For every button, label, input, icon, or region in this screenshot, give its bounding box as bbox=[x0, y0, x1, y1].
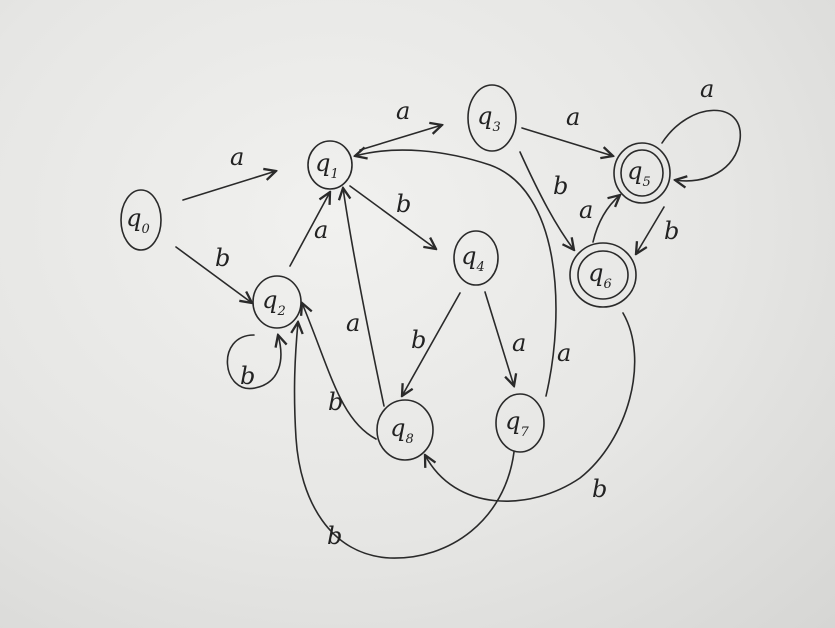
edge-label-q2-q1: a bbox=[314, 216, 328, 244]
edge-label-q1-q3: a bbox=[396, 97, 410, 125]
state-q1: q1 bbox=[307, 140, 353, 190]
edge-q6-q5 bbox=[592, 195, 620, 243]
edge-label-q4-q7: a bbox=[512, 329, 526, 357]
edge-q5-q5-loop bbox=[661, 109, 741, 181]
svg-text:q2: q2 bbox=[262, 286, 286, 319]
edge-q1-q4 bbox=[349, 185, 436, 249]
edge-q6-q8 bbox=[425, 312, 636, 502]
edge-label-q6-q8: b bbox=[592, 475, 607, 503]
edge-q0-q1 bbox=[182, 171, 276, 201]
edge-label-q7-q1: a bbox=[557, 339, 571, 367]
svg-text:q7: q7 bbox=[505, 407, 529, 440]
edge-label-q6-q5: a bbox=[579, 196, 593, 224]
svg-text:q3: q3 bbox=[477, 102, 501, 135]
edge-label-q8-q2: b bbox=[328, 388, 343, 416]
svg-text:q8: q8 bbox=[390, 414, 414, 447]
edge-label-q2-q2: b bbox=[240, 362, 255, 390]
edge-q0-q2 bbox=[175, 246, 252, 303]
edge-label-q5-q5: a bbox=[700, 75, 714, 103]
edge-q5-q6 bbox=[636, 206, 665, 254]
edge-q8-q1 bbox=[343, 188, 385, 407]
edge-label-q0-q2: b bbox=[215, 244, 230, 272]
state-q8: q8 bbox=[376, 399, 434, 461]
edge-q4-q8 bbox=[402, 292, 461, 396]
state-q5-accepting: q5 bbox=[613, 142, 671, 204]
edge-label-q8-q1: a bbox=[346, 309, 360, 337]
edge-label-q4-q8: b bbox=[411, 326, 426, 354]
svg-text:q4: q4 bbox=[461, 242, 485, 275]
state-q6-accepting: q6 bbox=[569, 242, 637, 308]
edge-label-q3-q5: a bbox=[566, 103, 580, 131]
svg-text:q0: q0 bbox=[126, 204, 150, 237]
edge-q2-q1 bbox=[289, 192, 330, 267]
edge-q4-q7 bbox=[484, 291, 514, 386]
edge-q2-q2-loop bbox=[226, 335, 280, 390]
edge-q3-q6 bbox=[519, 151, 574, 250]
edge-label-q5-q6: b bbox=[664, 217, 679, 245]
edge-label-q7-q2: b bbox=[327, 522, 342, 550]
edge-q7-q1 bbox=[355, 150, 557, 397]
state-q0: q0 bbox=[120, 189, 162, 251]
state-q7: q7 bbox=[495, 393, 545, 453]
svg-text:q5: q5 bbox=[627, 157, 651, 190]
edge-q8-q2 bbox=[302, 303, 377, 440]
edge-label-q3-q6: b bbox=[553, 172, 568, 200]
edge-label-q1-q4: b bbox=[396, 190, 411, 218]
state-q3: q3 bbox=[467, 84, 517, 152]
edge-q7-q2 bbox=[295, 322, 515, 559]
svg-text:q6: q6 bbox=[588, 259, 612, 292]
state-q4: q4 bbox=[453, 230, 499, 286]
edge-q3-q5 bbox=[521, 127, 613, 156]
edge-q1-q3 bbox=[359, 125, 442, 151]
state-q2: q2 bbox=[252, 275, 302, 329]
edge-label-q0-q1: a bbox=[230, 143, 244, 171]
svg-text:q1: q1 bbox=[315, 149, 339, 182]
